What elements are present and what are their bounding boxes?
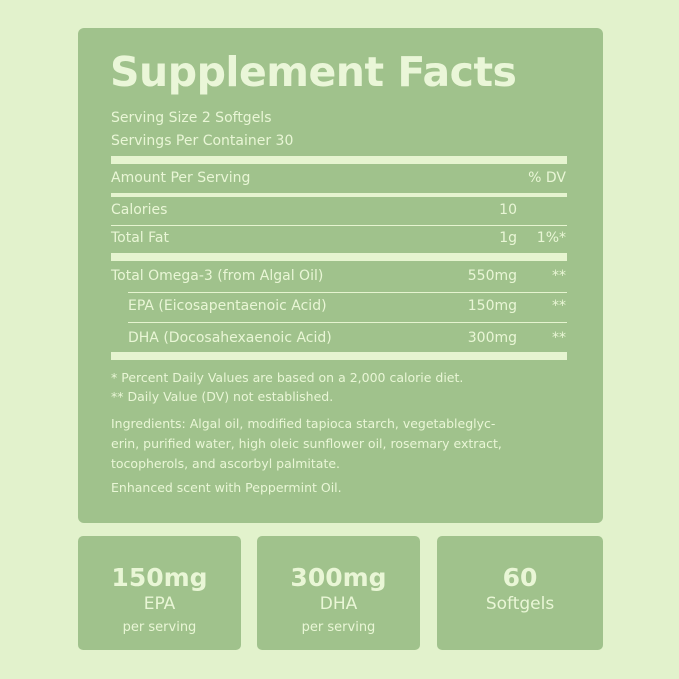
badge-value: 150mg [111, 563, 208, 592]
divider-thick [111, 156, 567, 164]
footnote: ** Daily Value (DV) not established. [111, 389, 334, 404]
ingredients: Ingredients: Algal oil, modified tapioca… [111, 414, 502, 474]
badge-value: 300mg [290, 563, 387, 592]
row-amount: 10 [499, 202, 517, 218]
badge-dha: 300mg DHA per serving [257, 536, 420, 650]
ingredients-line: tocopherols, and ascorbyl palmitate. [111, 456, 341, 471]
row-amount: 1g [499, 230, 517, 246]
badge-label: Softgels [485, 594, 555, 614]
row-name: Total Omega-3 (from Algal Oil) [111, 268, 324, 284]
supplement-facts-panel [78, 28, 603, 523]
row-amount: 300mg [467, 330, 517, 346]
divider-medium [111, 193, 567, 197]
row-dv: ** [552, 268, 566, 284]
divider-thin [128, 292, 567, 293]
badge-label: DHA [319, 594, 358, 614]
dv-header: % DV [528, 170, 566, 186]
divider-thin [128, 322, 567, 323]
row-amount: 550mg [467, 268, 517, 284]
ingredients-line: Ingredients: Algal oil, modified tapioca… [111, 416, 496, 431]
row-amount: 150mg [467, 298, 517, 314]
divider-thick [111, 253, 567, 261]
row-name: Calories [111, 202, 168, 218]
amount-per-serving-header: Amount Per Serving [111, 170, 251, 186]
row-dv: ** [552, 298, 566, 314]
footnotes: * Percent Daily Values are based on a 2,… [111, 368, 463, 406]
badge-label: EPA [143, 594, 176, 614]
scent-note: Enhanced scent with Peppermint Oil. [111, 480, 342, 495]
serving-size: Serving Size 2 Softgels [111, 110, 272, 126]
badge-value: 60 [502, 563, 538, 592]
servings-per-container: Servings Per Container 30 [111, 133, 294, 149]
badge-softgels: 60 Softgels [437, 536, 603, 650]
page-title: Supplement Facts [110, 48, 517, 96]
row-dv: 1%* [536, 230, 566, 246]
badge-epa: 150mg EPA per serving [78, 536, 241, 650]
row-name: EPA (Eicosapentaenoic Acid) [128, 298, 327, 314]
ingredients-line: erin, purified water, high oleic sunflow… [111, 436, 502, 451]
row-name: Total Fat [111, 230, 169, 246]
divider-thick [111, 352, 567, 360]
row-dv: ** [552, 330, 566, 346]
row-name: DHA (Docosahexaenoic Acid) [128, 330, 332, 346]
badge-sub: per serving [122, 620, 197, 635]
divider-thin [111, 225, 567, 226]
badge-sub: per serving [301, 620, 376, 635]
footnote: * Percent Daily Values are based on a 2,… [111, 370, 464, 385]
